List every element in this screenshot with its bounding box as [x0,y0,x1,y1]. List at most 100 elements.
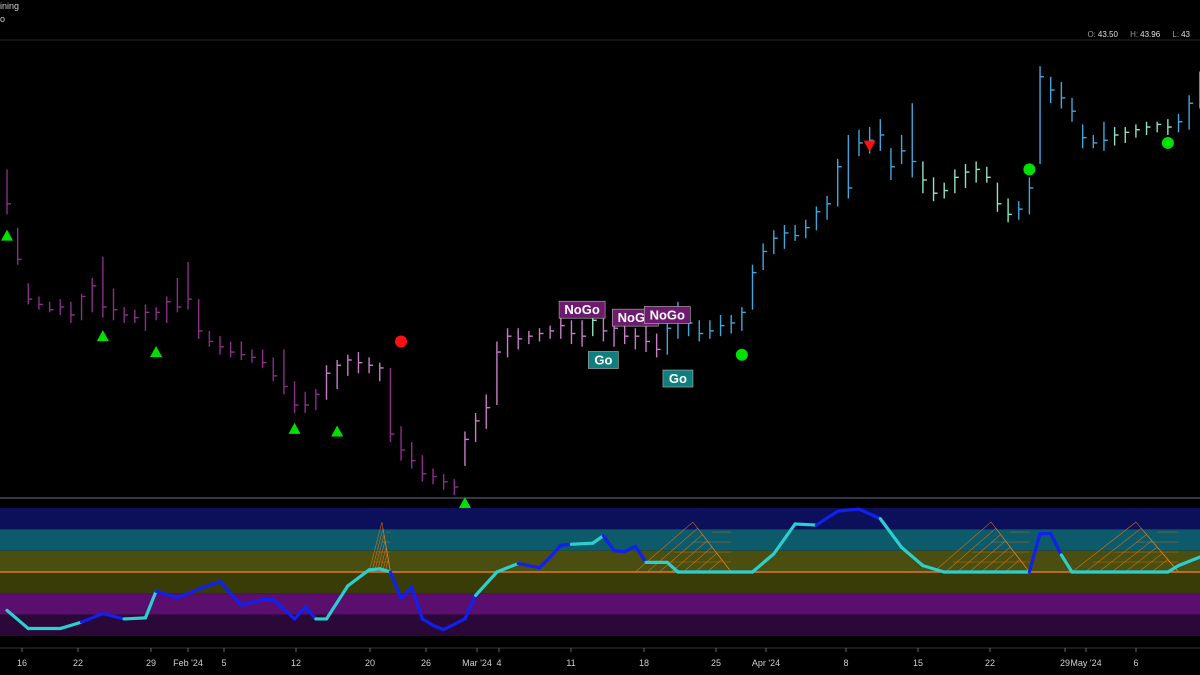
price-bar [1060,82,1066,109]
price-bar [91,277,97,313]
oscillator-segment [559,542,574,547]
x-tick-label: 16 [17,658,27,668]
trigger-dot [735,348,748,361]
price-bar [943,182,949,199]
oscillator-bands [0,508,1200,636]
open-value: 43.50 [1097,30,1118,39]
price-bar [709,320,714,339]
label-box [643,306,691,324]
chart-subtitle: o [0,14,6,24]
momentum-wedge [1071,521,1179,573]
price-bar [70,301,75,323]
oscillator-segment [1176,555,1200,568]
x-tick-label: 22 [985,658,995,668]
oscillator-segment [633,544,648,565]
price-bar [1018,201,1023,220]
oscillator-segment [612,549,627,554]
x-tick-label: 22 [73,658,83,668]
price-bar [741,307,746,331]
oscillator-segment [442,617,467,632]
oscillator-segment [143,589,158,620]
oscillator-segment [474,570,499,598]
price-bar [773,230,778,255]
price-bar [847,135,853,199]
x-tick-label: 6 [1133,658,1138,668]
price-bar [1145,121,1151,135]
price-bar [1103,121,1108,151]
high-key: H: [1130,30,1139,39]
price-bar [336,360,342,390]
price-bar [879,119,885,151]
oscillator-segment [548,543,563,559]
x-tick-label: 29 [1060,658,1070,668]
oscillator-segment [58,620,84,631]
oscillator-segment [1027,531,1042,574]
price-bar [272,357,278,382]
wedge-line [1005,559,1030,573]
x-tick-label: 26 [421,658,431,668]
price-bar [219,336,224,355]
oscillator-segment [1166,563,1181,574]
price-bar [719,315,725,337]
x-tick-label: 29 [146,658,156,668]
label-text: NoGo [564,302,599,317]
oscillator-segment [410,585,424,621]
label-box [662,369,694,388]
oscillator-segment [399,585,414,601]
price-bar [197,299,203,339]
trigger-dot [1023,163,1036,176]
x-tick-label: 25 [711,658,721,668]
chart-title: ining [0,1,20,11]
price-bar [837,158,842,207]
price-bar [368,357,374,374]
oscillator-segment [463,593,478,621]
oscillator-segment [271,598,297,621]
go-trend-triangle [458,496,471,508]
trigger-dot [395,335,408,348]
momentum-wedge [635,521,732,573]
price-bar [379,362,384,382]
price-bar [464,431,469,466]
x-tick-label: 15 [913,658,923,668]
price-bar [1007,198,1013,223]
go-trend-triangle [96,330,109,342]
go-trend-triangle [331,425,344,437]
price-bar [762,243,768,270]
price-bar [858,129,863,157]
price-bar [560,317,565,339]
oscillator-segment [899,545,925,568]
oscillator-segment [793,522,819,527]
oscillator-segment [218,579,243,607]
oscillator-segment [101,611,126,621]
price-bar [112,288,118,321]
price-bar [794,225,800,241]
oscillator-segment [516,561,542,570]
price-bar [1167,119,1172,135]
oscillator-segment [154,589,179,600]
oscillator-segment [665,560,680,574]
oscillator-momentum-overlay [368,521,1179,573]
x-tick-label: 4 [496,658,501,668]
price-bar [698,320,704,342]
price-bar [666,320,672,355]
price-bar [1156,121,1162,133]
x-tick-label: 11 [566,658,575,668]
oscillator-segment [346,568,371,588]
price-bar [964,164,970,188]
oscillator-segment [79,611,105,624]
oscillator-segment [495,561,520,574]
price-bar [826,195,832,220]
x-tick-label: 12 [291,658,301,668]
price-bar [1028,177,1034,215]
ohlc-readout: O: 43.50 H: 43.96 L: 43 [1087,30,1200,39]
wedge-line [384,559,391,573]
price-bar [357,352,363,374]
price-bar [16,227,22,265]
x-tick-label: 20 [365,658,375,668]
price-bar [123,307,129,323]
high-value: 43.96 [1140,30,1161,39]
price-bar [1092,135,1098,149]
price-bar [890,148,895,180]
price-bar [528,330,533,345]
